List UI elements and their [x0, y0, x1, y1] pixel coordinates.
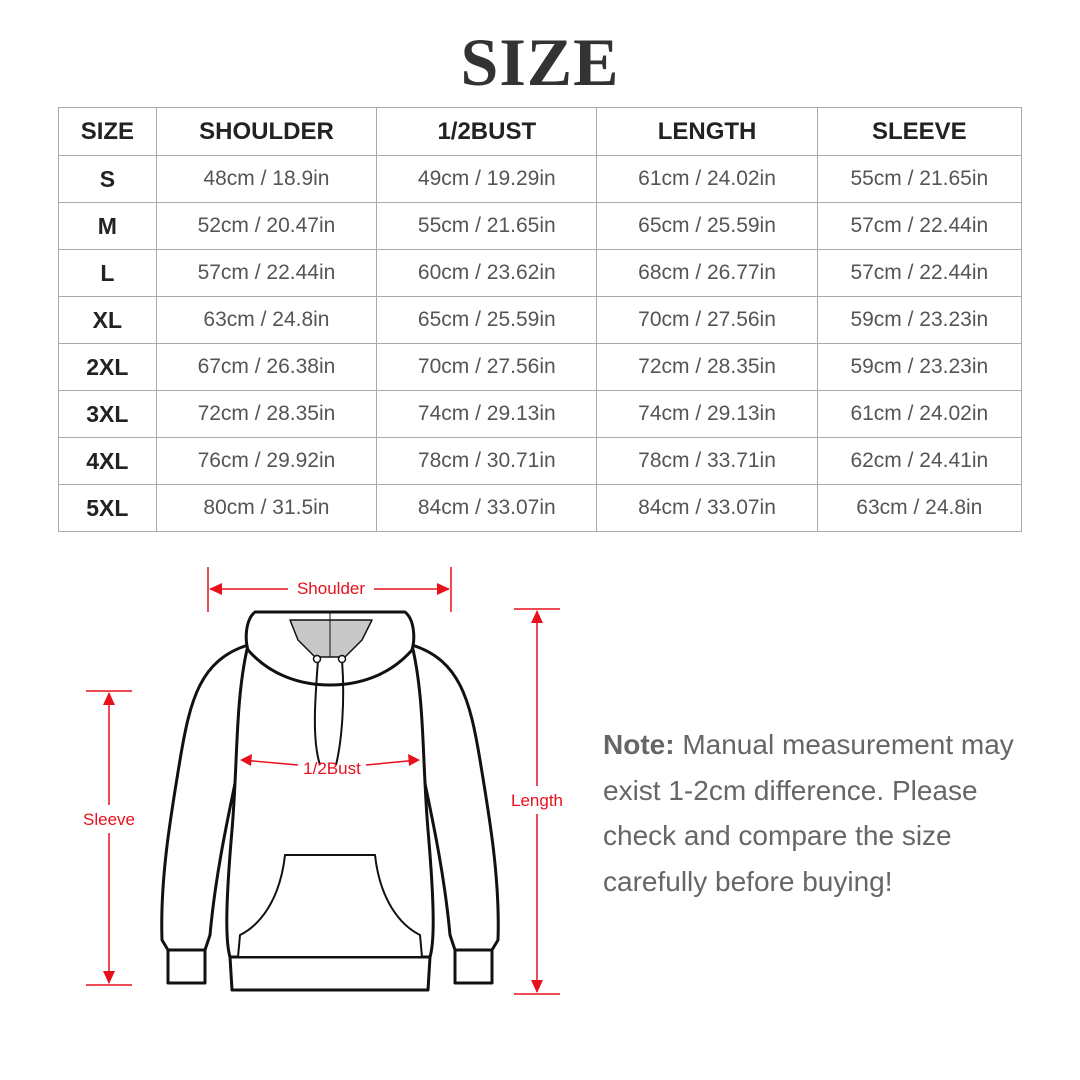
measurement-cell: 60cm / 23.62in [376, 249, 598, 297]
size-cell: XL [58, 296, 157, 344]
measurement-cell: 78cm / 30.71in [376, 437, 598, 485]
measurement-cell: 61cm / 24.02in [596, 155, 818, 203]
measurement-cell: 57cm / 22.44in [816, 202, 1023, 250]
measurement-cell: 70cm / 27.56in [376, 343, 598, 391]
table-row: 2XL 67cm / 26.38in 70cm / 27.56in 72cm / 28… [58, 343, 1023, 391]
measurement-cell: 61cm / 24.02in [816, 390, 1023, 438]
shoulder-label: Shoulder [297, 579, 365, 598]
measurement-cell: 55cm / 21.65in [816, 155, 1023, 203]
note-body: Manual measurement may exist 1-2cm diffe… [603, 729, 1014, 897]
note-text: Note: Manual measurement may exist 1-2cm… [603, 722, 1043, 904]
measurement-cell: 67cm / 26.38in [155, 343, 378, 391]
hoodie-diagram: Shoulder 1/2Bust Sleeve Length [83, 567, 563, 995]
size-cell: 2XL [58, 343, 157, 391]
table-row: 5XL 80cm / 31.5in 84cm / 33.07in 84cm / 33.… [58, 484, 1023, 532]
size-cell: 5XL [58, 484, 157, 532]
bust-label: 1/2Bust [303, 759, 361, 778]
column-header: SIZE [58, 107, 157, 156]
column-header: LENGTH [596, 107, 818, 156]
measurement-cell: 48cm / 18.9in [155, 155, 378, 203]
table-row: XL 63cm / 24.8in 65cm / 25.59in 70cm / 27.5… [58, 296, 1023, 344]
measurement-cell: 52cm / 20.47in [155, 202, 378, 250]
size-table: SIZE SHOULDER 1/2BUST LENGTH SLEEVE S 48cm / … [58, 107, 1023, 532]
measurement-cell: 55cm / 21.65in [376, 202, 598, 250]
table-header-row: SIZE SHOULDER 1/2BUST LENGTH SLEEVE [58, 107, 1023, 156]
table-row: S 48cm / 18.9in 49cm / 19.29in 61cm / 24.02… [58, 155, 1023, 203]
column-header: SLEEVE [816, 107, 1023, 156]
note-label: Note: [603, 729, 675, 760]
measurement-cell: 78cm / 33.71in [596, 437, 818, 485]
size-cell: M [58, 202, 157, 250]
measurement-cell: 74cm / 29.13in [376, 390, 598, 438]
measurement-cell: 68cm / 26.77in [596, 249, 818, 297]
measurement-cell: 57cm / 22.44in [155, 249, 378, 297]
hoodie-illustration [160, 610, 500, 992]
measurement-lines [86, 567, 560, 995]
measurement-cell: 72cm / 28.35in [596, 343, 818, 391]
measurement-cell: 49cm / 19.29in [376, 155, 598, 203]
table-row: L 57cm / 22.44in 60cm / 23.62in 68cm / 26.7… [58, 249, 1023, 297]
sleeve-label: Sleeve [83, 810, 135, 829]
column-header: SHOULDER [155, 107, 378, 156]
measurement-cell: 65cm / 25.59in [596, 202, 818, 250]
measurement-cell: 59cm / 23.23in [816, 296, 1023, 344]
measurement-cell: 80cm / 31.5in [155, 484, 378, 532]
table-row: M 52cm / 20.47in 55cm / 21.65in 65cm / 25.5… [58, 202, 1023, 250]
measurement-cell: 57cm / 22.44in [816, 249, 1023, 297]
measurement-cell: 62cm / 24.41in [816, 437, 1023, 485]
measurement-cell: 59cm / 23.23in [816, 343, 1023, 391]
column-header: 1/2BUST [376, 107, 598, 156]
measurement-cell: 74cm / 29.13in [596, 390, 818, 438]
page-title: SIZE [460, 24, 620, 100]
table-row: 4XL 76cm / 29.92in 78cm / 30.71in 78cm / 33… [58, 437, 1023, 485]
size-cell: S [58, 155, 157, 203]
length-label: Length [511, 791, 563, 810]
measurement-cell: 63cm / 24.8in [155, 296, 378, 344]
measurement-cell: 84cm / 33.07in [596, 484, 818, 532]
size-cell: 3XL [58, 390, 157, 438]
measurement-cell: 65cm / 25.59in [376, 296, 598, 344]
measurement-cell: 72cm / 28.35in [155, 390, 378, 438]
measurement-cell: 76cm / 29.92in [155, 437, 378, 485]
measurement-cell: 84cm / 33.07in [376, 484, 598, 532]
size-cell: 4XL [58, 437, 157, 485]
measurement-cell: 70cm / 27.56in [596, 296, 818, 344]
size-cell: L [58, 249, 157, 297]
measurement-cell: 63cm / 24.8in [816, 484, 1023, 532]
table-row: 3XL 72cm / 28.35in 74cm / 29.13in 74cm / 29… [58, 390, 1023, 438]
